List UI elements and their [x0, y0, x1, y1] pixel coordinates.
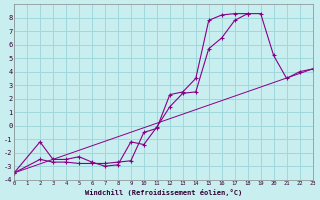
X-axis label: Windchill (Refroidissement éolien,°C): Windchill (Refroidissement éolien,°C) [85, 189, 242, 196]
